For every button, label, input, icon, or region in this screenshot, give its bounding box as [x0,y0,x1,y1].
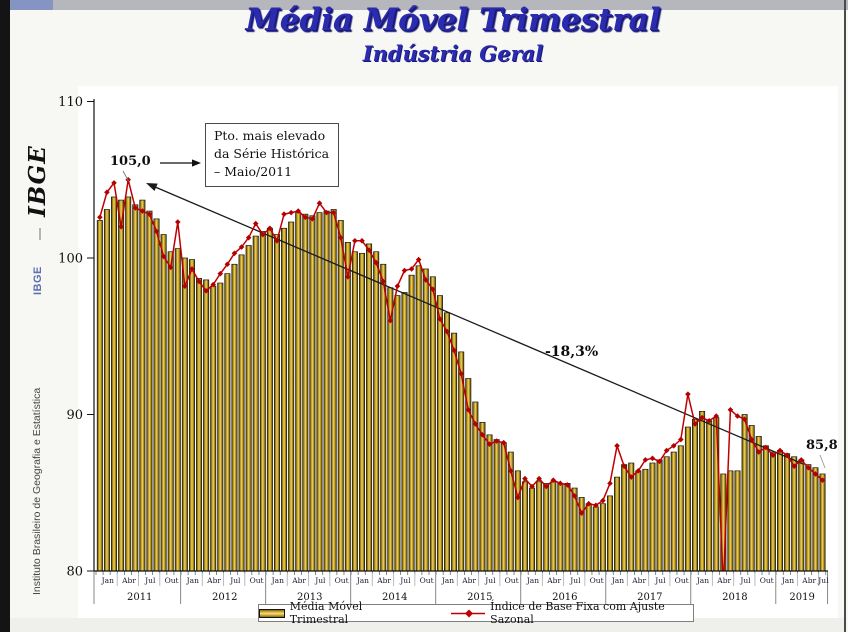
svg-text:Out: Out [505,576,519,585]
svg-text:Out: Out [335,576,349,585]
svg-text:2013: 2013 [297,592,322,603]
svg-text:Abr: Abr [376,576,391,585]
svg-text:Out: Out [760,576,774,585]
legend-label-index: Índice de Base Fixa com Ajuste Sazonal [490,600,665,626]
svg-text:Out: Out [165,576,179,585]
svg-text:Jul: Jul [654,576,666,585]
svg-text:Abr: Abr [461,576,476,585]
svg-text:Abr: Abr [716,576,731,585]
legend-item-index: Índice de Base Fixa com Ajuste Sazonal [450,600,693,626]
svg-text:Jan: Jan [526,576,539,585]
svg-text:Jul: Jul [229,576,241,585]
page-subtitle: Indústria Geral [362,41,544,66]
slide-right-border [844,0,846,632]
svg-text:2018: 2018 [722,592,747,603]
svg-text:Jan: Jan [271,576,284,585]
svg-text:2016: 2016 [552,592,577,603]
svg-text:Jan: Jan [186,576,199,585]
slide-left-strip [0,0,10,632]
annotation-box: Pto. mais elevado da Série Histórica – M… [205,123,339,187]
svg-text:Abr: Abr [206,576,221,585]
svg-text:Jul: Jul [144,576,156,585]
page-title: Média Móvel Trimestral [245,2,661,38]
annotation-line2: da Série Histórica [214,145,330,161]
svg-text:Jul: Jul [314,576,326,585]
svg-text:2011: 2011 [127,592,152,603]
svg-text:Out: Out [250,576,264,585]
svg-text:Jul: Jul [817,576,829,585]
svg-text:Abr: Abr [546,576,561,585]
line-swatch-icon [451,609,486,617]
last-value-label: 85,8 [806,438,838,453]
svg-text:Abr: Abr [631,576,646,585]
legend-label-moving-average: Média Móvel Trimestral [289,600,363,626]
annotation-line3: – Maio/2011 [214,163,293,179]
svg-text:2012: 2012 [212,592,237,603]
bar-swatch-icon [259,608,285,618]
svg-text:Jan: Jan [781,576,794,585]
svg-text:Out: Out [675,576,689,585]
svg-text:Jan: Jan [696,576,709,585]
svg-text:Jan: Jan [441,576,454,585]
chart-legend: Média Móvel Trimestral Índice de Base Fi… [258,600,694,626]
svg-text:Jul: Jul [484,576,496,585]
svg-text:Jul: Jul [399,576,411,585]
svg-text:Jul: Jul [569,576,581,585]
svg-text:2015: 2015 [467,592,492,603]
svg-text:Jan: Jan [356,576,369,585]
top-bar-accent [10,0,53,10]
svg-text:2014: 2014 [382,592,407,603]
svg-text:Out: Out [590,576,604,585]
sidebar: IBGE IBGE Instituto Brasileiro de Geogra… [10,10,66,620]
header: Média Móvel Trimestral Indústria Geral [60,2,846,66]
svg-text:Abr: Abr [801,576,816,585]
svg-text:Jan: Jan [101,576,114,585]
decline-percent-label: -18,3% [545,344,599,360]
svg-text:100: 100 [58,252,83,267]
svg-text:90: 90 [66,408,83,423]
svg-text:Abr: Abr [121,576,136,585]
sidebar-divider [39,228,41,240]
svg-text:Abr: Abr [291,576,306,585]
annotation-line1: Pto. mais elevado [214,128,326,143]
svg-text:80: 80 [66,565,83,580]
svg-text:Jul: Jul [739,576,751,585]
svg-text:Out: Out [420,576,434,585]
svg-text:110: 110 [58,95,83,110]
svg-text:2017: 2017 [637,592,662,603]
peak-value-label: 105,0 [110,154,151,169]
legend-item-moving-average: Média Móvel Trimestral [259,600,412,626]
top-bar [10,0,848,10]
svg-text:2019: 2019 [789,592,814,603]
svg-text:Jan: Jan [611,576,624,585]
